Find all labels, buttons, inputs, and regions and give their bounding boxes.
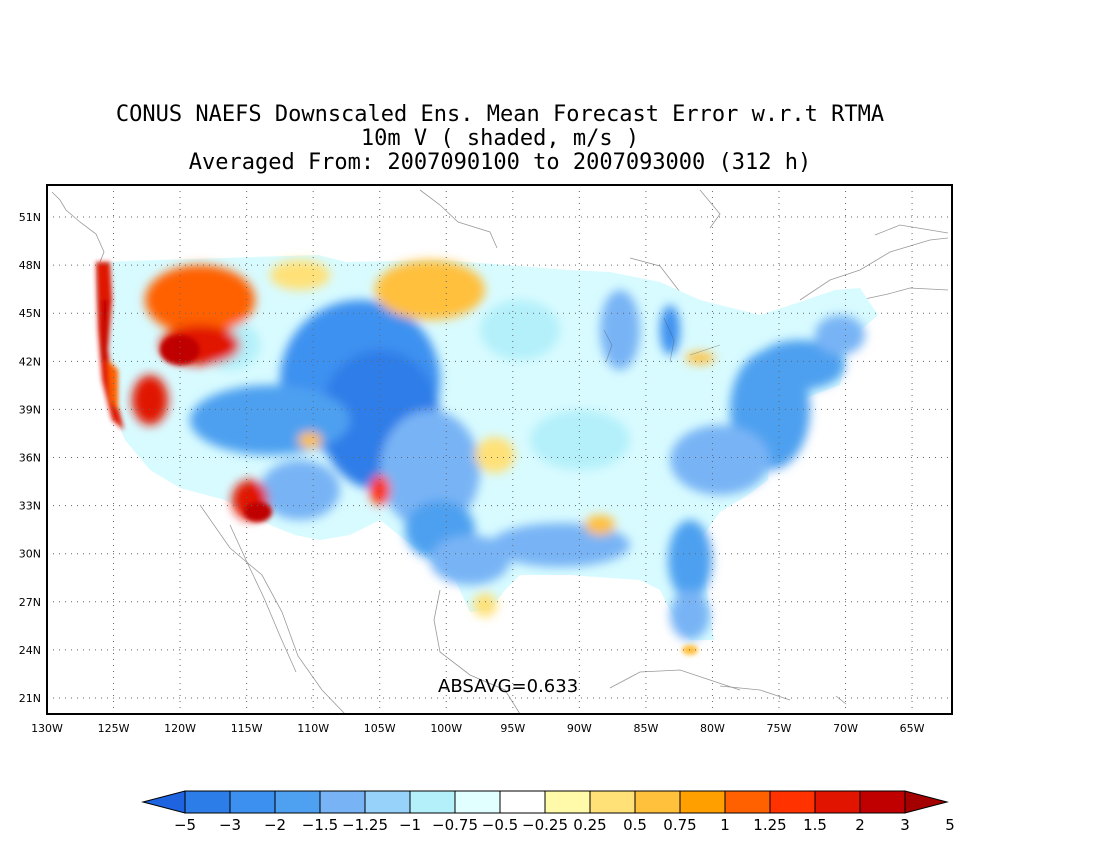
colorbar-label: −0.75 bbox=[432, 816, 478, 834]
colorbar-swatch bbox=[634, 790, 681, 814]
colorbar-label: −1.25 bbox=[342, 816, 388, 834]
colorbar-label: 0.25 bbox=[573, 816, 606, 834]
colorbar-swatch bbox=[589, 790, 636, 814]
lon-label: 110W bbox=[297, 722, 329, 735]
colorbar-label: 3 bbox=[900, 816, 910, 834]
longitude-labels: 130W 125W 120W 115W 110W 105W 100W 95W 90W 85W 80W… bbox=[31, 722, 925, 735]
lat-label: 42N bbox=[19, 355, 41, 368]
colorbar-swatch bbox=[814, 790, 861, 814]
colorbar-label: 0.75 bbox=[663, 816, 696, 834]
lat-label: 30N bbox=[19, 548, 41, 561]
colorbar-label: 0.5 bbox=[623, 816, 647, 834]
colorbar-label: −2 bbox=[264, 816, 286, 834]
lon-label: 75W bbox=[767, 722, 792, 735]
graticule bbox=[47, 185, 952, 714]
lat-label: 27N bbox=[19, 596, 41, 609]
colorbar-label: −0.25 bbox=[522, 816, 568, 834]
conus-shading bbox=[96, 255, 878, 655]
lat-label: 48N bbox=[19, 259, 41, 272]
colorbar-label: −3 bbox=[219, 816, 241, 834]
colorbar-swatch bbox=[409, 790, 456, 814]
lat-label: 51N bbox=[19, 211, 41, 224]
lat-label: 39N bbox=[19, 403, 41, 416]
colorbar-swatch bbox=[364, 790, 411, 814]
map-frame bbox=[46, 184, 953, 715]
colorbar-swatch bbox=[724, 790, 771, 814]
title-line-2: 10m V ( shaded, m/s ) bbox=[360, 126, 640, 151]
colorbar-swatch bbox=[184, 790, 231, 814]
colorbar: −5 −3 −2 −1.5 −1.25 −1 −0.75 −0.5 −0.25 0.25 0.5 0.… bbox=[141, 790, 955, 834]
lon-label: 130W bbox=[31, 722, 63, 735]
lon-label: 100W bbox=[430, 722, 462, 735]
colorbar-swatch bbox=[769, 790, 816, 814]
colorbar-label: 2 bbox=[855, 816, 865, 834]
lon-label: 115W bbox=[231, 722, 263, 735]
lat-label: 36N bbox=[19, 452, 41, 465]
colorbar-label: −1 bbox=[399, 816, 421, 834]
latitude-labels: 51N 48N 45N 42N 39N 36N 33N 30N 27N 24N 21N bbox=[19, 211, 41, 705]
colorbar-swatch bbox=[319, 790, 366, 814]
lon-label: 90W bbox=[567, 722, 592, 735]
colorbar-max-arrow bbox=[904, 790, 949, 814]
lon-label: 95W bbox=[500, 722, 525, 735]
colorbar-swatch bbox=[859, 790, 906, 814]
colorbar-label: −0.5 bbox=[482, 816, 518, 834]
colorbar-swatch bbox=[499, 790, 546, 814]
title-line-1: CONUS NAEFS Downscaled Ens. Mean Forecas… bbox=[115, 102, 885, 127]
colorbar-label: 1.5 bbox=[803, 816, 827, 834]
lon-label: 105W bbox=[364, 722, 396, 735]
colorbar-swatch bbox=[229, 790, 276, 814]
colorbar-swatch bbox=[679, 790, 726, 814]
lon-label: 85W bbox=[633, 722, 658, 735]
coastlines bbox=[51, 189, 949, 714]
colorbar-label: −1.5 bbox=[302, 816, 338, 834]
colorbar-min-arrow bbox=[141, 790, 186, 814]
colorbar-label: 5 bbox=[945, 816, 955, 834]
absavg-stat: ABSAVG=0.633 bbox=[438, 676, 579, 697]
colorbar-swatch bbox=[274, 790, 321, 814]
lon-label: 120W bbox=[164, 722, 196, 735]
lat-label: 45N bbox=[19, 307, 41, 320]
colorbar-label: −5 bbox=[174, 816, 196, 834]
title-line-3: Averaged From: 2007090100 to 2007093000 … bbox=[188, 150, 812, 175]
colorbar-swatch bbox=[454, 790, 501, 814]
colorbar-label: 1 bbox=[720, 816, 730, 834]
colorbar-swatch bbox=[544, 790, 591, 814]
lon-label: 80W bbox=[700, 722, 725, 735]
lat-label: 33N bbox=[19, 500, 41, 513]
lon-label: 125W bbox=[98, 722, 130, 735]
map-area bbox=[47, 185, 952, 714]
lon-label: 70W bbox=[833, 722, 858, 735]
lat-label: 24N bbox=[19, 644, 41, 657]
colorbar-label: 1.25 bbox=[753, 816, 786, 834]
lat-label: 21N bbox=[19, 692, 41, 705]
lon-label: 65W bbox=[900, 722, 925, 735]
